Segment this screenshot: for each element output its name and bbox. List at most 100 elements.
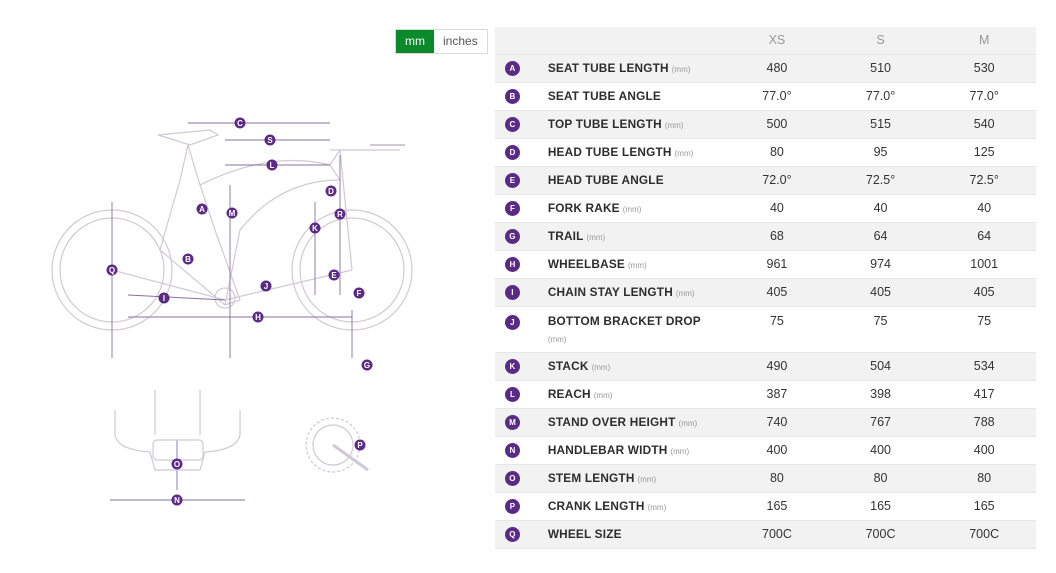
row-value-m: 700C bbox=[932, 520, 1036, 549]
row-value-m: 72.5° bbox=[932, 166, 1036, 195]
diagram-label-f: F bbox=[353, 287, 365, 299]
row-unit: (mm) bbox=[586, 233, 606, 242]
table-row: N HANDLEBAR WIDTH (mm) 400 400 400 bbox=[495, 436, 1036, 465]
row-value-xs: 387 bbox=[725, 380, 829, 409]
unit-mm-button[interactable]: mm bbox=[396, 30, 434, 53]
row-letter-badge: D bbox=[504, 145, 520, 160]
row-value-s: 64 bbox=[828, 222, 933, 251]
svg-text:G: G bbox=[364, 361, 370, 370]
diagram-label-o: O bbox=[171, 458, 183, 470]
row-value-s: 80 bbox=[828, 464, 933, 493]
row-value-xs: 72.0° bbox=[725, 166, 829, 195]
row-value-s: 767 bbox=[828, 408, 933, 437]
svg-text:E: E bbox=[331, 271, 337, 280]
row-value-m: 405 bbox=[932, 278, 1036, 307]
row-value-xs: 80 bbox=[725, 138, 829, 167]
svg-text:I: I bbox=[163, 294, 165, 303]
svg-text:R: R bbox=[337, 210, 343, 219]
svg-text:M: M bbox=[229, 209, 236, 218]
row-value-xs: 480 bbox=[725, 54, 829, 83]
row-value-xs: 165 bbox=[725, 492, 829, 521]
diagram-label-b: B bbox=[182, 253, 194, 265]
row-value-xs: 740 bbox=[725, 408, 829, 437]
row-measurement-name: TOP TUBE LENGTH bbox=[547, 117, 662, 131]
diagram-label-s: S bbox=[264, 134, 276, 146]
row-measurement-name: TRAIL bbox=[547, 229, 584, 243]
row-unit: (mm) bbox=[674, 149, 694, 158]
row-letter-badge: L bbox=[504, 387, 520, 402]
row-value-xs: 75 bbox=[725, 306, 829, 353]
row-value-m: 788 bbox=[932, 408, 1036, 437]
row-value-xs: 68 bbox=[725, 222, 829, 251]
table-row: M STAND OVER HEIGHT (mm) 740 767 788 bbox=[495, 408, 1036, 437]
row-value-m: 75 bbox=[932, 306, 1036, 353]
row-value-m: 40 bbox=[932, 194, 1036, 223]
row-letter-badge: I bbox=[504, 285, 520, 300]
svg-text:N: N bbox=[174, 496, 180, 505]
diagram-label-r: R bbox=[334, 208, 346, 220]
row-unit: (mm) bbox=[647, 503, 667, 512]
row-value-xs: 500 bbox=[725, 110, 829, 139]
table-row: P CRANK LENGTH (mm) 165 165 165 bbox=[495, 492, 1036, 521]
row-value-s: 700C bbox=[828, 520, 933, 549]
row-value-xs: 40 bbox=[725, 194, 829, 223]
size-header-s[interactable]: S bbox=[828, 27, 933, 55]
diagram-label-h: H bbox=[252, 311, 264, 323]
row-value-s: 515 bbox=[828, 110, 933, 139]
row-value-xs: 961 bbox=[725, 250, 829, 279]
row-value-s: 95 bbox=[828, 138, 933, 167]
row-value-m: 165 bbox=[932, 492, 1036, 521]
row-letter-badge: K bbox=[504, 359, 520, 374]
row-measurement-name: SEAT TUBE ANGLE bbox=[547, 89, 661, 103]
row-value-s: 77.0° bbox=[828, 82, 933, 111]
table-row: F FORK RAKE (mm) 40 40 40 bbox=[495, 194, 1036, 223]
row-value-s: 504 bbox=[828, 352, 933, 381]
row-value-s: 405 bbox=[828, 278, 933, 307]
svg-text:C: C bbox=[237, 119, 243, 128]
row-measurement-name: CHAIN STAY LENGTH bbox=[547, 285, 673, 299]
row-letter-badge: H bbox=[504, 257, 520, 272]
row-letter-badge: F bbox=[504, 201, 520, 216]
row-value-m: 400 bbox=[932, 436, 1036, 465]
row-value-m: 125 bbox=[932, 138, 1036, 167]
svg-text:D: D bbox=[328, 187, 334, 196]
row-value-m: 1001 bbox=[932, 250, 1036, 279]
table-row: B SEAT TUBE ANGLE 77.0° 77.0° 77.0° bbox=[495, 82, 1036, 111]
table-row: G TRAIL (mm) 68 64 64 bbox=[495, 222, 1036, 251]
row-measurement-name: STAND OVER HEIGHT bbox=[547, 415, 676, 429]
table-row: O STEM LENGTH (mm) 80 80 80 bbox=[495, 464, 1036, 493]
row-unit: (mm) bbox=[628, 261, 647, 270]
row-letter-badge: Q bbox=[504, 527, 520, 542]
diagram-label-d: D bbox=[325, 185, 337, 197]
row-letter-badge: P bbox=[504, 499, 520, 514]
table-row: D HEAD TUBE LENGTH (mm) 80 95 125 bbox=[495, 138, 1036, 167]
row-letter-badge: N bbox=[504, 443, 520, 458]
row-value-m: 77.0° bbox=[932, 82, 1036, 111]
row-value-m: 417 bbox=[932, 380, 1036, 409]
diagram-label-n: N bbox=[171, 494, 183, 506]
unit-inches-button[interactable]: inches bbox=[434, 30, 487, 53]
table-row: I CHAIN STAY LENGTH (mm) 405 405 405 bbox=[495, 278, 1036, 307]
row-value-xs: 490 bbox=[725, 352, 829, 381]
table-row: J BOTTOM BRACKET DROP (mm) 75 75 75 bbox=[495, 306, 1036, 353]
row-measurement-name: STEM LENGTH bbox=[547, 471, 635, 485]
diagram-label-e: E bbox=[328, 269, 340, 281]
row-value-xs: 80 bbox=[725, 464, 829, 493]
row-letter-badge: M bbox=[504, 415, 520, 430]
row-unit: (mm) bbox=[593, 391, 613, 400]
row-value-m: 530 bbox=[932, 54, 1036, 83]
size-header-xs[interactable]: XS bbox=[725, 27, 829, 55]
row-measurement-name: BOTTOM BRACKET DROP bbox=[547, 313, 701, 328]
row-letter-badge: B bbox=[504, 89, 520, 104]
row-measurement-name: HEAD TUBE LENGTH bbox=[547, 145, 672, 159]
diagram-label-l: L bbox=[266, 159, 278, 171]
row-value-xs: 405 bbox=[725, 278, 829, 307]
geometry-table: XS S M A SEAT TUBE LENGTH (mm) 480 510 530 B SE… bbox=[495, 27, 1036, 549]
row-value-xs: 77.0° bbox=[725, 82, 829, 111]
size-header-m[interactable]: M bbox=[932, 27, 1036, 55]
svg-text:A: A bbox=[199, 205, 205, 214]
svg-text:F: F bbox=[357, 289, 362, 298]
row-letter-badge: J bbox=[504, 314, 520, 330]
row-measurement-name: WHEEL SIZE bbox=[547, 527, 622, 541]
row-measurement-name: REACH bbox=[547, 387, 591, 401]
